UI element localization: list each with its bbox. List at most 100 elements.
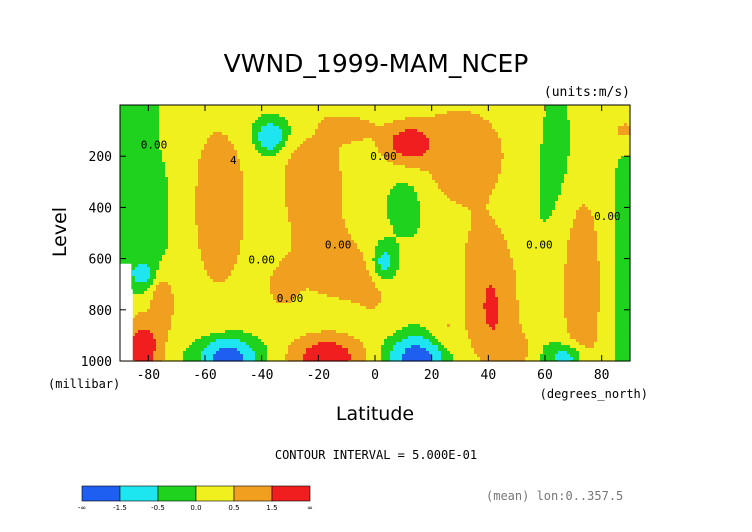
contour-cell (615, 228, 631, 232)
contour-cell (168, 228, 199, 232)
contour-cell (372, 279, 466, 283)
contour-cell (627, 123, 631, 127)
contour-cell (426, 135, 499, 139)
contour-cell (393, 276, 466, 280)
contour-cell (168, 231, 199, 235)
contour-cell (255, 144, 262, 148)
contour-cell (195, 189, 244, 193)
contour-cell (267, 348, 289, 352)
contour-cell (567, 246, 598, 250)
contour-cell (393, 231, 418, 235)
contour-cell (291, 240, 355, 244)
contour-cell (567, 249, 598, 253)
contour-cell (564, 288, 601, 292)
colorbar-segment (233, 485, 273, 502)
contour-cell (279, 261, 367, 265)
contour-cell (465, 243, 508, 247)
contour-cell (291, 231, 349, 235)
contour-cell (279, 150, 295, 154)
contour-cell (399, 255, 466, 259)
contour-cell (594, 345, 616, 349)
contour-cell (390, 264, 400, 268)
contour-cell (441, 189, 493, 193)
contour-cell (288, 162, 340, 166)
contour-cell (405, 348, 427, 352)
contour-cell (120, 123, 160, 127)
contour-cell (495, 294, 517, 298)
contour-cell (138, 330, 151, 334)
contour-cell (234, 267, 277, 271)
contour-cell (279, 141, 286, 145)
contour-cell (195, 198, 244, 202)
contour-cell (399, 132, 424, 136)
contour-cell (615, 252, 631, 256)
contour-cell (516, 291, 565, 295)
contour-cell (615, 357, 631, 361)
contour-cell (168, 204, 196, 208)
contour-cell (195, 339, 217, 343)
contour-cell (615, 267, 631, 271)
contour-cell (279, 264, 367, 268)
contour-cell (231, 273, 274, 277)
contour-cell (150, 267, 160, 271)
contour-cell (558, 351, 568, 355)
y-axis-label: Level (49, 207, 71, 257)
contour-cell (492, 189, 541, 193)
contour-cell (237, 348, 253, 352)
contour-cell (159, 123, 253, 127)
contour-cell (171, 315, 466, 319)
contour-cell (516, 279, 565, 283)
contour-cell (393, 162, 502, 166)
contour-cell (564, 294, 601, 298)
contour-cell (615, 261, 631, 265)
contour-cell (543, 132, 571, 136)
contour-cell (150, 306, 175, 310)
colorbar-segment (119, 485, 159, 502)
contour-cell (168, 243, 199, 247)
contour-cell (501, 171, 541, 175)
contour-cell (390, 192, 418, 196)
y-axis: 200 400 600 800 1000 (81, 150, 630, 370)
contour-cell (258, 135, 283, 139)
contour-cell (156, 348, 166, 352)
x-unit-label: (degrees_north) (540, 387, 648, 401)
contour-cell (159, 129, 253, 133)
contour-cell (159, 282, 169, 286)
contour-cell (615, 327, 631, 331)
contour-cell (498, 174, 541, 178)
contour-cell (543, 120, 571, 124)
contour-cell (540, 156, 568, 160)
contour-cell (243, 228, 292, 232)
contour-cell (120, 201, 169, 205)
contour-cell (243, 192, 286, 196)
contour-cell (378, 150, 397, 154)
contour-cell (570, 135, 631, 139)
contour-cell (486, 207, 541, 211)
contour-cell (546, 105, 568, 109)
contour-cell (432, 342, 442, 346)
contour-label: 0.00 (325, 238, 352, 251)
contour-cell (456, 201, 490, 205)
contour-cell (375, 306, 466, 310)
contour-cell (390, 351, 406, 355)
contour-cell (567, 330, 598, 334)
contour-cell (288, 216, 343, 220)
contour-cell (495, 129, 544, 133)
contour-cell (567, 156, 622, 160)
contour-cell (201, 249, 241, 253)
contour-cell (471, 342, 529, 346)
contour-cell (600, 264, 616, 268)
contour-cell (486, 288, 496, 292)
contour-cell (426, 150, 502, 154)
contour-cell (198, 168, 241, 172)
contour-cell (120, 246, 169, 250)
contour-cell (285, 201, 343, 205)
contour-cell (192, 342, 211, 346)
contour-cell (564, 279, 601, 283)
contour-cell (600, 303, 616, 307)
contour-cell (120, 216, 169, 220)
contour-cell (450, 351, 475, 355)
contour-cell (420, 210, 472, 214)
contour-cell (507, 243, 568, 247)
contour-cell (621, 156, 631, 160)
